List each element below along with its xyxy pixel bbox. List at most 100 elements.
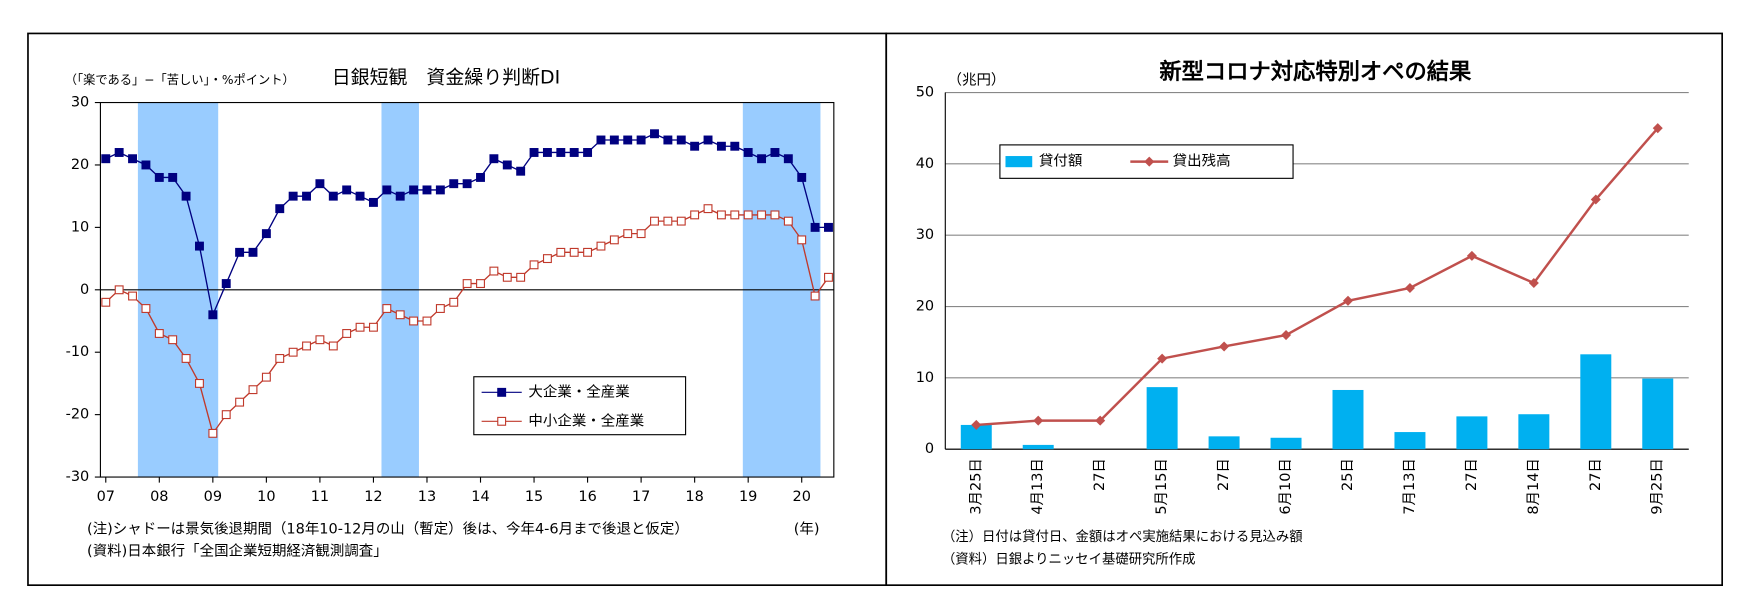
marker xyxy=(1157,353,1168,364)
marker xyxy=(355,191,365,201)
marker xyxy=(743,148,753,157)
y-axis-label: （兆円） xyxy=(948,71,1006,88)
y-tick-label: 0 xyxy=(925,441,934,457)
marker xyxy=(1095,415,1106,426)
marker xyxy=(368,322,378,332)
x-tick-label: 11 xyxy=(311,489,329,505)
marker xyxy=(1219,341,1230,352)
x-tick-label: 09 xyxy=(204,489,222,505)
marker xyxy=(114,148,124,157)
marker xyxy=(275,204,285,214)
marker xyxy=(502,272,512,282)
marker xyxy=(690,141,700,151)
marker xyxy=(476,279,485,289)
chart-title: 新型コロナ対応特別オペの結果 xyxy=(1159,58,1472,85)
marker xyxy=(1404,282,1415,293)
marker xyxy=(569,247,579,257)
marker xyxy=(128,291,138,301)
marker xyxy=(489,266,499,276)
marker xyxy=(556,247,566,257)
x-tick-label: 27日 xyxy=(1588,458,1604,491)
marker xyxy=(783,216,793,226)
marker xyxy=(596,241,606,251)
x-tick-label: 13 xyxy=(418,489,436,505)
marker xyxy=(382,304,392,313)
marker xyxy=(609,135,619,145)
marker xyxy=(703,135,713,145)
marker xyxy=(730,141,740,151)
y-tick-label: 30 xyxy=(71,95,89,111)
marker xyxy=(596,135,606,145)
bar xyxy=(1146,387,1178,450)
marker xyxy=(368,197,378,207)
marker xyxy=(516,272,526,282)
marker xyxy=(328,191,338,201)
marker xyxy=(516,166,526,176)
marker xyxy=(703,204,713,214)
marker xyxy=(476,172,485,182)
x-tick-label: 20 xyxy=(793,489,811,505)
marker xyxy=(181,191,191,201)
x-tick-label: 14 xyxy=(471,489,489,505)
marker xyxy=(168,172,178,182)
legend-label: 貸付額 xyxy=(1039,153,1082,170)
y-tick-label: -10 xyxy=(66,344,90,360)
note: （注）日付は貸付日、金額はオペ実施結果における見込み額 xyxy=(942,529,1303,545)
marker xyxy=(556,148,566,157)
marker xyxy=(288,347,298,357)
bar xyxy=(1332,389,1364,450)
marker xyxy=(288,191,298,201)
x-tick-label: 25日 xyxy=(1340,458,1356,491)
marker xyxy=(650,216,659,226)
marker xyxy=(797,172,807,182)
marker xyxy=(435,185,445,195)
marker xyxy=(208,310,218,320)
marker xyxy=(1466,250,1477,261)
marker xyxy=(583,247,593,257)
note: (資料)日本銀行「全国企業短期経済観測調査」 xyxy=(87,542,388,560)
marker xyxy=(489,154,499,164)
marker xyxy=(154,329,164,338)
legend-label: 貸出残高 xyxy=(1173,153,1231,170)
marker xyxy=(141,160,151,170)
marker xyxy=(569,148,579,157)
marker xyxy=(395,310,405,320)
x-tick-label: 7月13日 xyxy=(1402,458,1418,515)
marker xyxy=(716,141,726,151)
marker xyxy=(195,241,204,251)
bar xyxy=(1456,416,1488,450)
marker xyxy=(181,353,191,363)
x-tick-label: 10 xyxy=(257,489,275,505)
x-tick-label: 12 xyxy=(364,489,382,505)
y-tick-label: 10 xyxy=(916,370,934,386)
marker xyxy=(971,419,982,430)
note: （資料）日銀よりニッセイ基礎研究所作成 xyxy=(942,551,1196,568)
marker xyxy=(221,410,231,420)
marker xyxy=(770,148,780,157)
x-tick-label: 6月10日 xyxy=(1278,458,1294,515)
marker xyxy=(342,185,352,195)
marker xyxy=(1342,295,1354,306)
marker xyxy=(275,353,285,363)
marker xyxy=(824,222,833,232)
x-tick-label: 8月14日 xyxy=(1526,458,1542,515)
marker xyxy=(770,210,780,220)
x-axis-label: (年) xyxy=(794,520,820,537)
marker xyxy=(302,191,311,201)
x-tick-label: 27日 xyxy=(1464,458,1480,491)
marker xyxy=(208,428,218,438)
marker xyxy=(449,179,459,189)
legend-marker xyxy=(497,416,507,426)
marker xyxy=(315,179,325,189)
marker xyxy=(462,279,472,289)
marker xyxy=(542,254,552,264)
marker xyxy=(409,185,419,195)
chart-title: 日銀短観 資金繰り判断DI xyxy=(332,67,560,89)
marker xyxy=(409,316,419,326)
legend-box xyxy=(473,376,687,436)
x-tick-label: 15 xyxy=(525,489,543,505)
marker xyxy=(757,210,767,220)
x-tick-label: 9月25日 xyxy=(1650,458,1666,515)
marker xyxy=(168,335,178,345)
marker xyxy=(382,185,392,195)
